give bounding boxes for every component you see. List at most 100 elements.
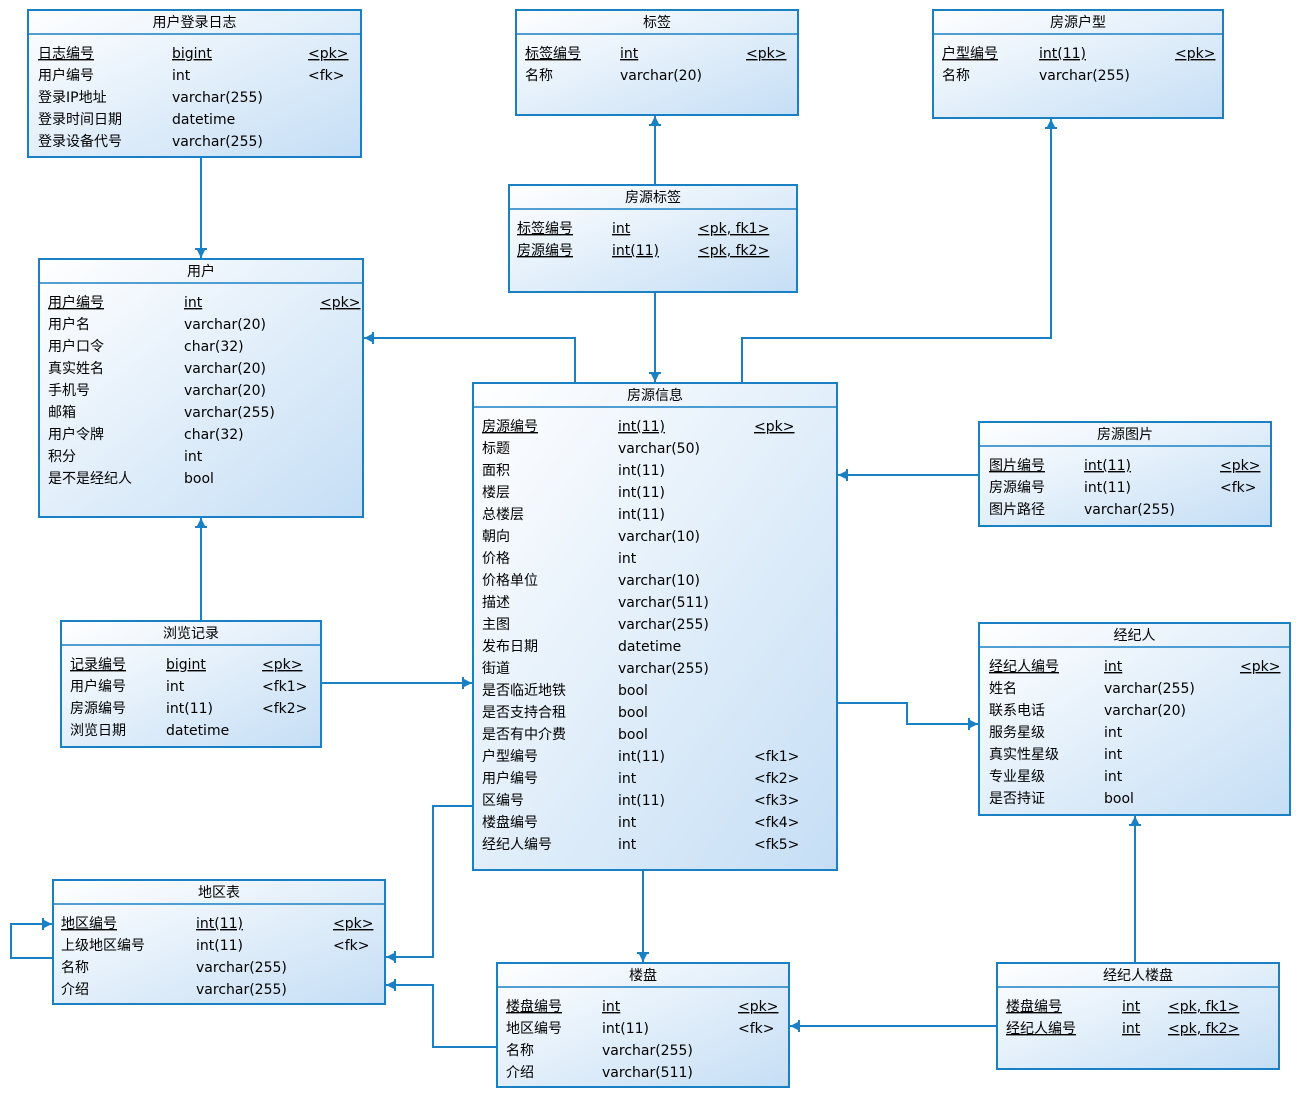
column-key: <fk1> bbox=[262, 679, 307, 695]
column-name: 用户口令 bbox=[48, 338, 104, 355]
column-name: 服务星级 bbox=[989, 725, 1045, 741]
column-type: bool bbox=[618, 683, 648, 699]
column-type: varchar(20) bbox=[184, 317, 266, 333]
table-box bbox=[996, 962, 1280, 1070]
column-type: datetime bbox=[172, 112, 235, 128]
column-type: int(11) bbox=[618, 485, 665, 501]
column-type: int(11) bbox=[1084, 480, 1131, 496]
column-type: bigint bbox=[172, 46, 212, 62]
table-title: 浏览记录 bbox=[163, 626, 219, 642]
column-type: varchar(255) bbox=[184, 405, 275, 421]
column-type: int bbox=[1104, 725, 1123, 741]
table-title: 楼盘 bbox=[629, 967, 657, 984]
column-type: int bbox=[620, 46, 639, 62]
column-type: bool bbox=[1104, 791, 1134, 807]
column-name: 真实姓名 bbox=[48, 361, 104, 377]
column-key: <pk> bbox=[754, 419, 794, 435]
column-name: 地区编号 bbox=[61, 916, 117, 932]
table-title: 房源户型 bbox=[1050, 14, 1106, 31]
column-name: 登录设备代号 bbox=[38, 133, 122, 150]
column-type: varchar(255) bbox=[1039, 68, 1130, 84]
column-type: varchar(255) bbox=[196, 982, 287, 998]
column-type: bool bbox=[618, 705, 648, 721]
column-key: <fk> bbox=[1220, 480, 1257, 496]
column-type: bool bbox=[618, 727, 648, 743]
column-name: 地区编号 bbox=[506, 1021, 562, 1037]
column-name: 房源编号 bbox=[70, 701, 126, 717]
column-name: 联系电话 bbox=[989, 703, 1045, 719]
column-name: 浏览日期 bbox=[70, 723, 126, 739]
column-name: 名称 bbox=[61, 960, 89, 976]
column-type: int bbox=[618, 837, 637, 853]
column-type: varchar(20) bbox=[184, 383, 266, 399]
column-type: int(11) bbox=[618, 793, 665, 809]
column-type: int bbox=[618, 771, 637, 787]
table-box bbox=[515, 9, 799, 116]
column-type: varchar(255) bbox=[602, 1043, 693, 1059]
column-type: varchar(20) bbox=[184, 361, 266, 377]
column-type: varchar(255) bbox=[1084, 502, 1175, 518]
column-key: <pk, fk1> bbox=[1168, 999, 1239, 1015]
table-box bbox=[38, 258, 364, 518]
column-type: int bbox=[1104, 659, 1123, 675]
column-type: datetime bbox=[166, 723, 229, 739]
column-name: 街道 bbox=[482, 661, 510, 677]
column-type: varchar(50) bbox=[618, 441, 700, 457]
column-name: 手机号 bbox=[48, 383, 90, 399]
column-name: 名称 bbox=[506, 1043, 534, 1059]
column-key: <pk> bbox=[738, 999, 778, 1015]
column-name: 用户编号 bbox=[48, 294, 104, 311]
column-name: 楼层 bbox=[482, 485, 510, 501]
column-name: 日志编号 bbox=[38, 46, 94, 62]
column-name: 登录时间日期 bbox=[38, 112, 122, 128]
column-type: int(11) bbox=[602, 1021, 649, 1037]
column-key: <pk> bbox=[1175, 46, 1215, 62]
column-type: char(32) bbox=[184, 427, 244, 443]
column-name: 描述 bbox=[482, 595, 510, 611]
column-name: 价格单位 bbox=[482, 573, 538, 589]
column-type: varchar(511) bbox=[602, 1065, 693, 1081]
column-type: varchar(255) bbox=[1104, 681, 1195, 697]
column-type: datetime bbox=[618, 639, 681, 655]
column-type: int(11) bbox=[1084, 458, 1131, 474]
column-name: 图片编号 bbox=[989, 458, 1045, 474]
column-type: int bbox=[1122, 999, 1141, 1015]
column-key: <pk, fk2> bbox=[1168, 1021, 1239, 1037]
column-type: int(11) bbox=[618, 419, 665, 435]
connector bbox=[386, 979, 497, 1048]
table-title: 用户 bbox=[187, 263, 215, 280]
column-type: int bbox=[618, 815, 637, 831]
table-title: 房源标签 bbox=[625, 189, 681, 206]
column-name: 真实性星级 bbox=[989, 747, 1059, 763]
column-key: <fk2> bbox=[754, 771, 799, 787]
column-name: 区编号 bbox=[482, 793, 524, 809]
column-name: 楼盘编号 bbox=[1006, 998, 1062, 1015]
column-name: 朝向 bbox=[482, 529, 510, 545]
column-type: int bbox=[612, 221, 631, 237]
column-name: 标签编号 bbox=[525, 45, 581, 62]
column-name: 楼盘编号 bbox=[506, 998, 562, 1015]
column-type: varchar(255) bbox=[172, 90, 263, 106]
column-name: 用户编号 bbox=[70, 678, 126, 695]
column-name: 是否持证 bbox=[989, 791, 1045, 807]
column-type: varchar(255) bbox=[618, 617, 709, 633]
column-name: 介绍 bbox=[61, 982, 89, 998]
column-name: 面积 bbox=[482, 463, 510, 479]
column-type: int bbox=[1122, 1021, 1141, 1037]
connector bbox=[364, 332, 576, 383]
column-type: varchar(20) bbox=[1104, 703, 1186, 719]
column-key: <fk3> bbox=[754, 793, 799, 809]
column-name: 经纪人编号 bbox=[989, 659, 1059, 675]
column-type: varchar(511) bbox=[618, 595, 709, 611]
